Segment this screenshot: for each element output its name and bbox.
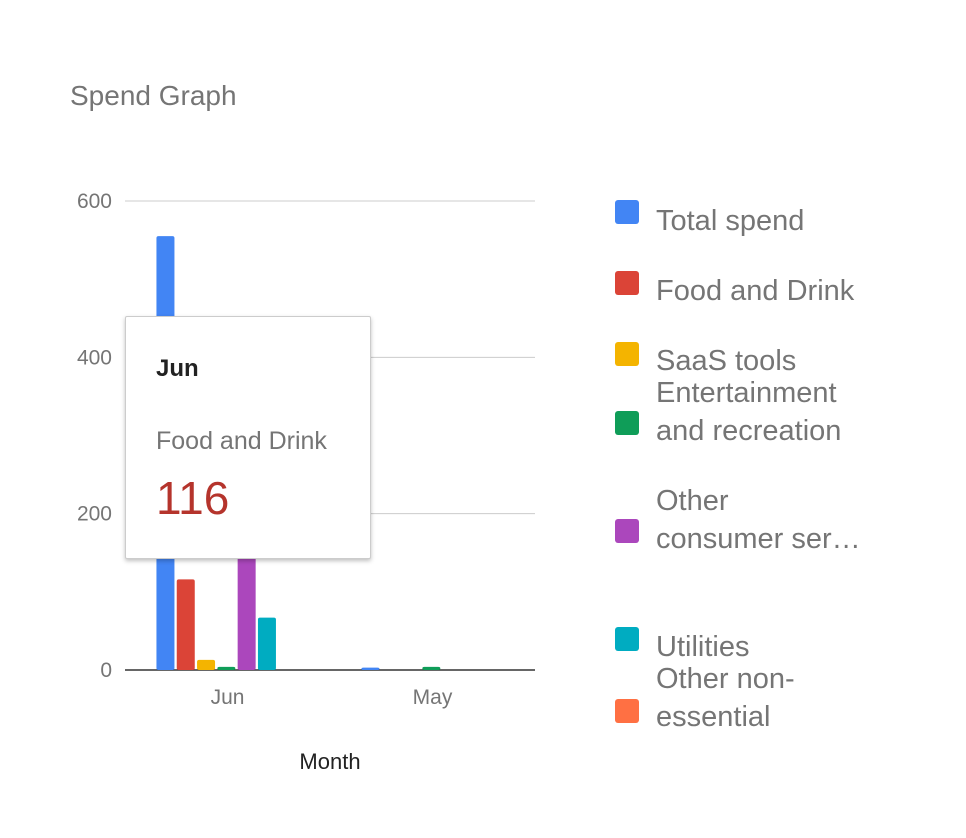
legend-item[interactable]: Utilities [615, 627, 749, 663]
y-tick-label: 400 [77, 346, 112, 369]
legend-item[interactable]: Other non-essential [615, 663, 795, 733]
tooltip: Jun Food and Drink 116 [125, 316, 371, 559]
legend-label: SaaS tools [656, 345, 796, 377]
legend-label: Food and Drink [656, 275, 855, 307]
x-tick-label: Jun [211, 686, 245, 709]
bar[interactable] [422, 666, 441, 670]
bar[interactable] [217, 666, 236, 670]
tooltip-category: Jun [156, 355, 199, 382]
tooltip-series: Food and Drink [156, 427, 327, 455]
bar[interactable] [361, 667, 380, 670]
legend: Total spend Food and Drink SaaS toolsEnter… [615, 200, 861, 733]
bar[interactable] [197, 659, 216, 670]
y-tick-label: 600 [77, 190, 112, 213]
y-tick-label: 200 [77, 503, 112, 526]
legend-label: Entertainment and recreation [656, 377, 841, 447]
legend-swatch [615, 271, 639, 295]
x-axis-ticks: Jun May [211, 686, 453, 709]
bar[interactable] [176, 579, 195, 670]
y-axis-ticks: 0 200 400 600 [77, 190, 112, 682]
legend-item[interactable]: Total spend [615, 200, 804, 237]
bar[interactable] [257, 617, 276, 670]
legend-item[interactable]: Entertainment and recreation [615, 377, 841, 447]
legend-label: Total spend [656, 205, 804, 237]
legend-label: Utilities [656, 631, 749, 663]
x-tick-label: May [413, 686, 453, 709]
legend-swatch [615, 342, 639, 366]
legend-item[interactable]: SaaS tools [615, 342, 796, 377]
y-tick-label: 0 [100, 659, 112, 682]
tooltip-value: 116 [156, 472, 230, 524]
legend-item[interactable]: Food and Drink [615, 271, 855, 307]
legend-swatch [615, 699, 639, 723]
bar[interactable] [237, 556, 256, 670]
chart-title: Spend Graph [70, 80, 237, 111]
legend-item[interactable]: Other consumer ser… [615, 485, 861, 555]
legend-swatch [615, 627, 639, 651]
legend-swatch [615, 519, 639, 543]
legend-swatch [615, 200, 639, 224]
legend-swatch [615, 411, 639, 435]
x-axis-label: Month [299, 749, 360, 774]
legend-label: Other non-essential [656, 663, 795, 733]
legend-label: Other consumer ser… [656, 485, 861, 555]
